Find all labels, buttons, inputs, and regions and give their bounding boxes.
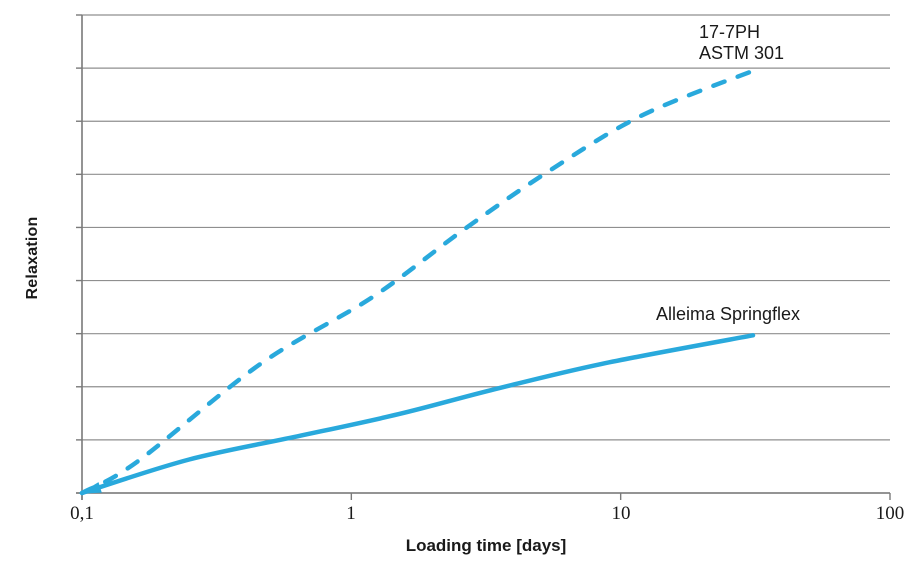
- x-tick-label-100: 100: [875, 503, 905, 524]
- series-label-alleima-springflex: Alleima Springflex: [656, 304, 801, 324]
- series-label-line-1: 17-7PH: [699, 22, 761, 42]
- series-label-17-7ph-astm-301: 17-7PH ASTM 301: [699, 22, 784, 64]
- y-axis-title: Relaxation: [24, 216, 41, 300]
- x-tick-label-1: 1: [346, 503, 356, 524]
- x-axis-title: Loading time [days]: [405, 536, 567, 555]
- x-tick-label-0-1: 0,1: [70, 503, 94, 524]
- x-tick-label-10: 10: [611, 503, 631, 524]
- series-label-line-2: ASTM 301: [699, 43, 785, 63]
